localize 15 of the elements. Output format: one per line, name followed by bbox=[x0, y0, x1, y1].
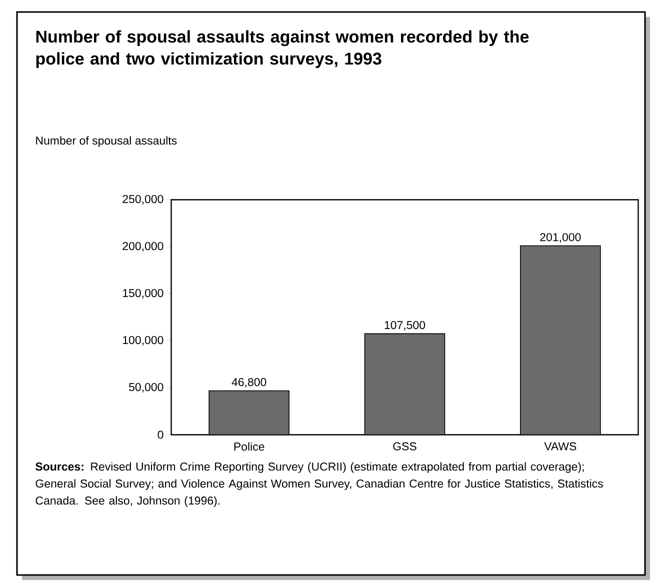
x-tick-label: GSS bbox=[393, 442, 416, 450]
data-label: 46,800 bbox=[232, 378, 266, 388]
y-tick-label: 250,000 bbox=[122, 194, 164, 204]
y-tick-label: 150,000 bbox=[123, 288, 164, 298]
y-tick-label: 100,000 bbox=[123, 336, 164, 346]
y-tick-label: 200,000 bbox=[122, 242, 164, 252]
text: Sources: Revised Uniform Crime Reporting Survey (UCRII) (estimate extrapolated from partial coverage); General Social Survey; and Violence Against Women Survey, Canadian Centre for Justice Statistics, Statistics Canada. See also, Johnson (1996). bbox=[36, 462, 603, 507]
y-axis-title: Number of spousal assaults bbox=[36, 136, 177, 147]
chart-title: Number of spousal assaults against women recorded by the police and two victimization surveys, 1993 bbox=[36, 30, 529, 68]
data-label: 107,500 bbox=[384, 320, 426, 330]
data-label: 201,000 bbox=[540, 233, 581, 243]
x-tick-label: VAWS bbox=[544, 442, 576, 450]
y-tick-label: 0 bbox=[158, 430, 164, 439]
y-tick-label: 50,000 bbox=[128, 382, 164, 392]
x-tick-label: Police bbox=[234, 442, 264, 451]
